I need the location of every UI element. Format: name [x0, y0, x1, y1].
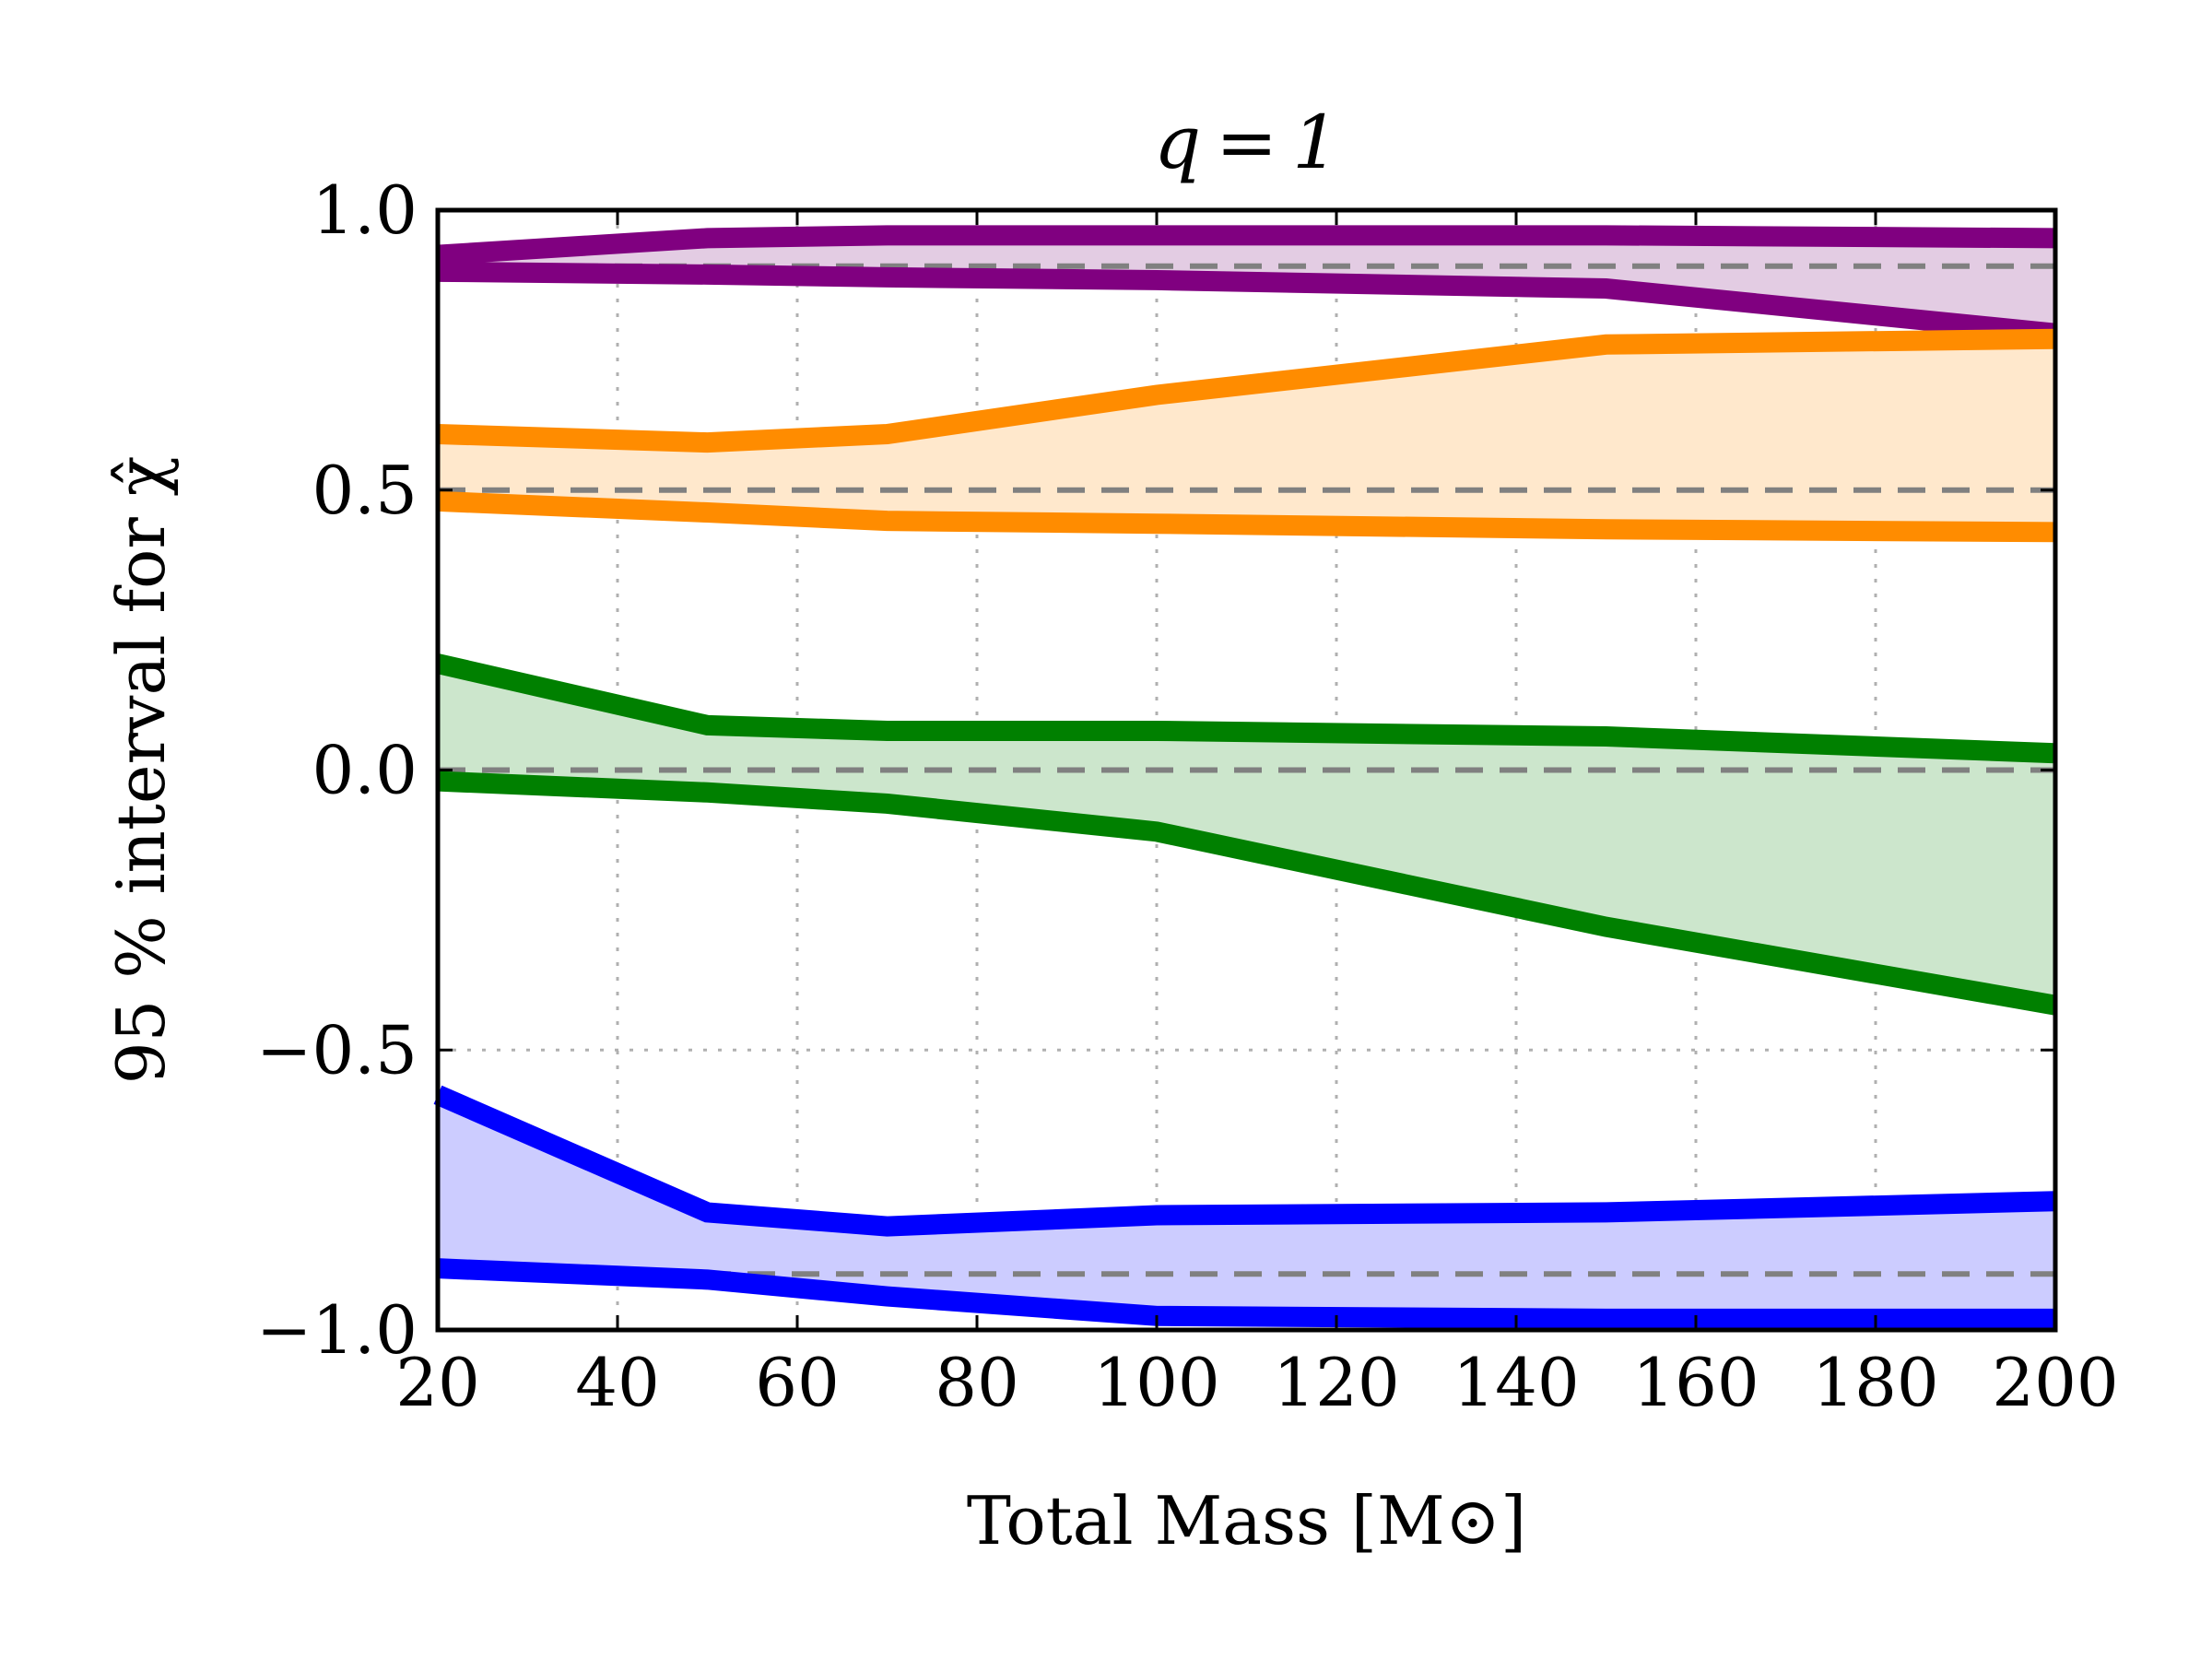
- axis-ticks: [436, 208, 2057, 1332]
- interval-fill-chi=0.0: [438, 664, 2055, 1006]
- lower-bound-line-chi=0.5: [437, 490, 2056, 543]
- y-tick-label: 0.0: [312, 732, 418, 809]
- y-tick-labels: −1.0 −0.5 0.0 0.5 1.0: [256, 171, 418, 1369]
- interval-fill-chi=0.9: [438, 235, 2055, 334]
- lower-bound-line-chi=0.0: [437, 771, 2057, 1016]
- upper-bound-line-chi=0.5: [437, 328, 2056, 453]
- interval-fills: [438, 235, 2055, 1319]
- upper-bound-line-chi=0.9: [437, 225, 2056, 265]
- x-tick-label: 80: [935, 1344, 1019, 1421]
- x-tick-label: 60: [755, 1344, 840, 1421]
- chart-title: q = 1: [1154, 100, 1339, 185]
- interval-bound-lines: [433, 225, 2057, 1329]
- upper-bound-line-chi=0.0: [435, 653, 2056, 764]
- upper-bound-line-chi=-0.9: [433, 1085, 2056, 1237]
- lower-bound-line-chi=-0.9: [437, 1258, 2055, 1329]
- x-tick-label: 40: [575, 1344, 660, 1421]
- x-tick-labels: 20 40 60 80 100 120 140 160 180 200: [395, 1344, 2119, 1421]
- y-tick-label: −1.0: [256, 1291, 418, 1369]
- lower-bound-line-chi=0.9: [437, 261, 2057, 344]
- y-tick-label: 0.5: [312, 452, 418, 529]
- x-tick-label: 200: [1992, 1344, 2118, 1421]
- y-tick-label: 1.0: [312, 171, 418, 249]
- x-tick-label: 180: [1812, 1344, 1938, 1421]
- interval-fill-chi=0.5: [438, 338, 2055, 533]
- y-axis-label: 95 % interval for χ̂: [102, 456, 180, 1085]
- x-tick-label: 20: [395, 1344, 480, 1421]
- x-tick-label: 100: [1093, 1344, 1219, 1421]
- x-tick-label: 160: [1632, 1344, 1759, 1421]
- x-tick-label: 120: [1273, 1344, 1399, 1421]
- x-tick-label: 140: [1453, 1344, 1579, 1421]
- y-tick-label: −0.5: [256, 1011, 418, 1088]
- interval-fill-chi=-0.9: [438, 1094, 2055, 1319]
- x-axis-label: Total Mass [M⊙]: [967, 1482, 1526, 1559]
